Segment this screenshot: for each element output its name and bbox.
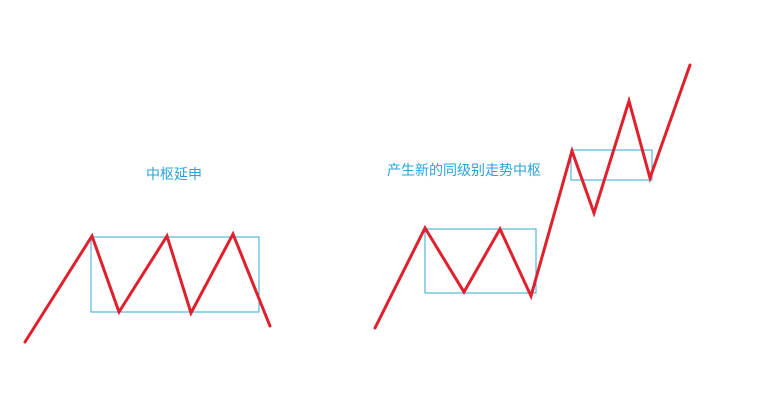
pivot-box-right-lower: [424, 228, 537, 294]
pivot-box-left: [90, 236, 260, 313]
price-path-left: [23, 230, 272, 344]
label-pivot-extension: 中枢延申: [146, 167, 202, 183]
pivot-box-right-upper: [570, 149, 653, 181]
price-path-right: [373, 63, 692, 330]
label-new-same-level-pivot: 产生新的同级别走势中枢: [387, 163, 541, 179]
